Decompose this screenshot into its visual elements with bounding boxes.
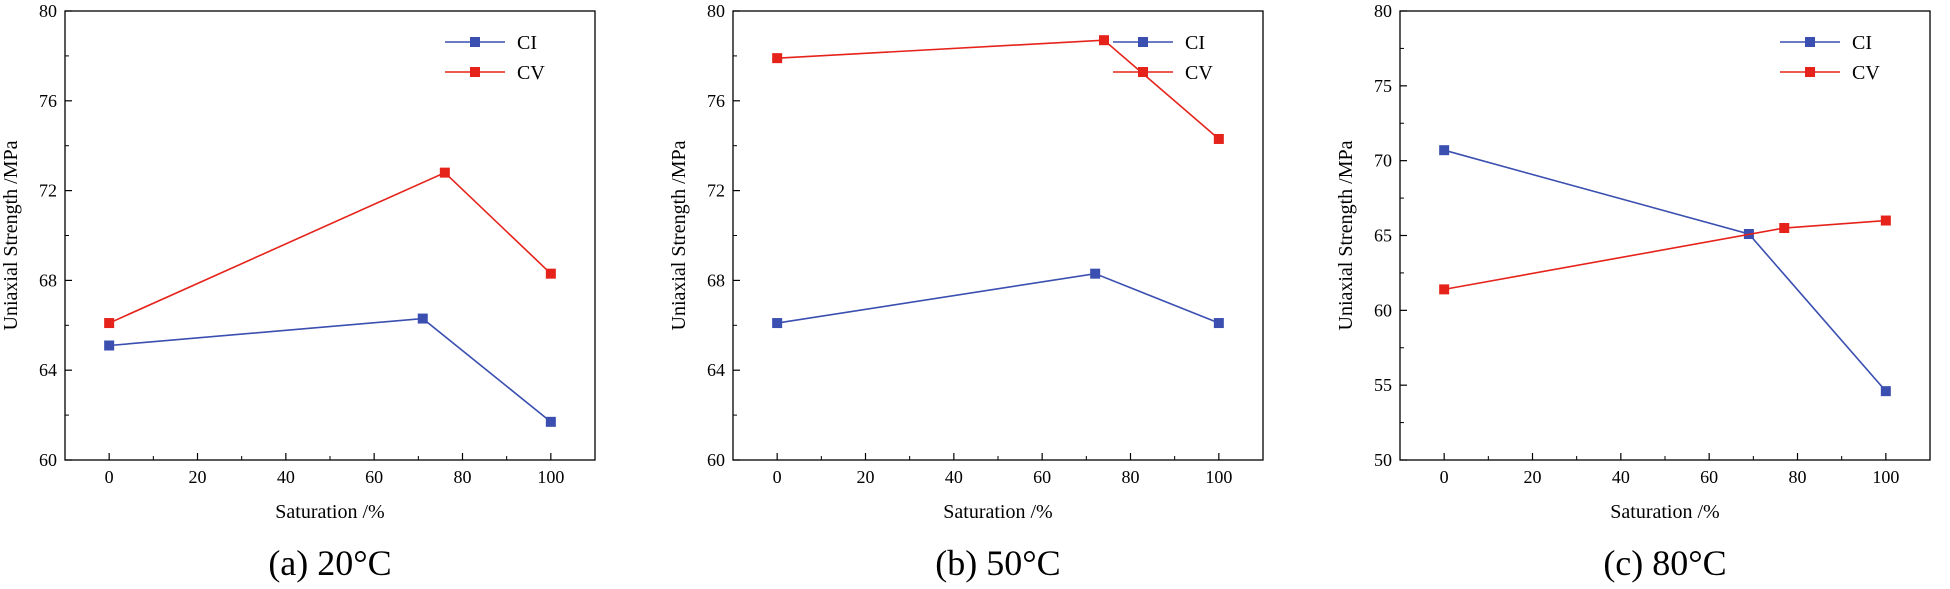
data-point-cv — [439, 167, 450, 178]
y-tick-label: 80 — [39, 1, 57, 21]
legend-marker-cv — [470, 67, 480, 77]
panel-caption: (a) 20°C — [268, 543, 391, 583]
data-point-cv — [1213, 133, 1224, 144]
x-tick-label: 20 — [1524, 467, 1542, 487]
y-tick-label: 65 — [1374, 226, 1392, 246]
data-point-ci — [104, 340, 115, 351]
data-point-ci — [772, 318, 783, 329]
x-tick-label: 60 — [365, 467, 383, 487]
x-tick-label: 0 — [773, 467, 782, 487]
x-tick-label: 60 — [1033, 467, 1051, 487]
y-tick-label: 60 — [39, 450, 57, 470]
y-tick-label: 75 — [1374, 76, 1392, 96]
x-tick-label: 20 — [189, 467, 207, 487]
chart-panel-a: 0 20 40 60 80 100 60 64 68 72 76 80 Saturation /% Uni… — [0, 1, 596, 583]
y-tick-label: 50 — [1374, 450, 1392, 470]
data-point-ci — [1213, 318, 1224, 329]
data-point-cv — [772, 53, 783, 64]
data-point-cv — [1439, 284, 1450, 295]
y-tick-label: 76 — [39, 91, 57, 111]
y-tick-label: 72 — [707, 181, 725, 201]
legend-marker-ci — [1138, 37, 1148, 47]
y-tick-label: 64 — [707, 360, 725, 380]
x-tick-label: 80 — [1122, 467, 1140, 487]
legend-label-cv: CV — [1185, 62, 1213, 84]
y-tick-label: 60 — [707, 450, 725, 470]
data-point-ci — [545, 416, 556, 427]
legend-label-cv: CV — [1852, 62, 1880, 84]
x-tick-label: 40 — [1612, 467, 1630, 487]
x-tick-label: 0 — [105, 467, 114, 487]
y-tick-label: 76 — [707, 91, 725, 111]
legend-marker-cv — [1138, 67, 1148, 77]
data-point-cv — [1779, 223, 1790, 234]
y-axis-title: Uniaxial Strength /MPa — [668, 140, 690, 330]
legend-marker-ci — [470, 37, 480, 47]
legend-marker-ci — [1805, 37, 1815, 47]
legend-marker-cv — [1805, 67, 1815, 77]
chart-panel-c: 0 20 40 60 80 100 50 55 60 65 70 75 80 Saturation /% U… — [1335, 1, 1931, 583]
x-axis-title: Saturation /% — [943, 501, 1052, 523]
y-tick-label: 72 — [39, 181, 57, 201]
x-tick-label: 40 — [277, 467, 295, 487]
x-tick-label: 0 — [1440, 467, 1449, 487]
y-tick-label: 80 — [707, 1, 725, 21]
series-line-ci — [109, 317, 552, 423]
y-tick-label: 70 — [1374, 151, 1392, 171]
series-line-cv — [1444, 219, 1886, 291]
legend-label-cv: CV — [517, 62, 545, 84]
x-tick-label: 100 — [537, 467, 564, 487]
x-tick-label: 100 — [1205, 467, 1232, 487]
series-line-ci — [1443, 149, 1887, 392]
series-cv: CV — [1439, 62, 1891, 295]
x-tick-label: 60 — [1700, 467, 1718, 487]
y-axis-title: Uniaxial Strength /MPa — [1335, 140, 1357, 330]
data-point-ci — [1880, 386, 1891, 397]
y-tick-label: 68 — [707, 270, 725, 290]
legend-label-ci: CI — [517, 32, 537, 54]
plot-frame — [1399, 10, 1931, 461]
chart-panel-b: 0 20 40 60 80 100 60 64 68 72 76 80 Saturation /% Uni… — [668, 1, 1264, 583]
y-axis-title: Uniaxial Strength /MPa — [0, 140, 22, 330]
x-tick-label: 80 — [454, 467, 472, 487]
x-tick-label: 100 — [1872, 467, 1899, 487]
data-point-cv — [104, 318, 115, 329]
data-point-ci — [417, 313, 428, 324]
data-point-cv — [545, 268, 556, 279]
y-tick-label: 80 — [1374, 1, 1392, 21]
x-axis-title: Saturation /% — [275, 501, 384, 523]
series-ci: CI — [772, 32, 1224, 329]
x-tick-label: 40 — [945, 467, 963, 487]
x-tick-label: 80 — [1789, 467, 1807, 487]
y-tick-label: 60 — [1374, 300, 1392, 320]
series-cv: CV — [104, 62, 556, 329]
panel-caption: (b) 50°C — [935, 543, 1060, 583]
data-point-ci — [1090, 268, 1101, 279]
x-tick-label: 20 — [857, 467, 875, 487]
data-point-cv — [1099, 35, 1109, 46]
series-cv: CV — [772, 35, 1224, 144]
y-tick-label: 68 — [39, 270, 57, 290]
plot-frame — [732, 10, 1264, 461]
x-axis-title: Saturation /% — [1610, 501, 1719, 523]
series-line-cv — [777, 39, 1220, 140]
series-ci: CI — [1439, 32, 1891, 397]
y-tick-label: 64 — [39, 360, 57, 380]
legend-label-ci: CI — [1852, 32, 1872, 54]
series-ci: CI — [104, 32, 556, 427]
legend-label-ci: CI — [1185, 32, 1205, 54]
data-point-ci — [1439, 145, 1450, 156]
y-tick-label: 55 — [1374, 375, 1392, 395]
data-point-cv — [1880, 215, 1891, 226]
series-line-ci — [777, 272, 1220, 324]
panel-caption: (c) 80°C — [1603, 543, 1726, 583]
series-line-cv — [108, 171, 552, 324]
